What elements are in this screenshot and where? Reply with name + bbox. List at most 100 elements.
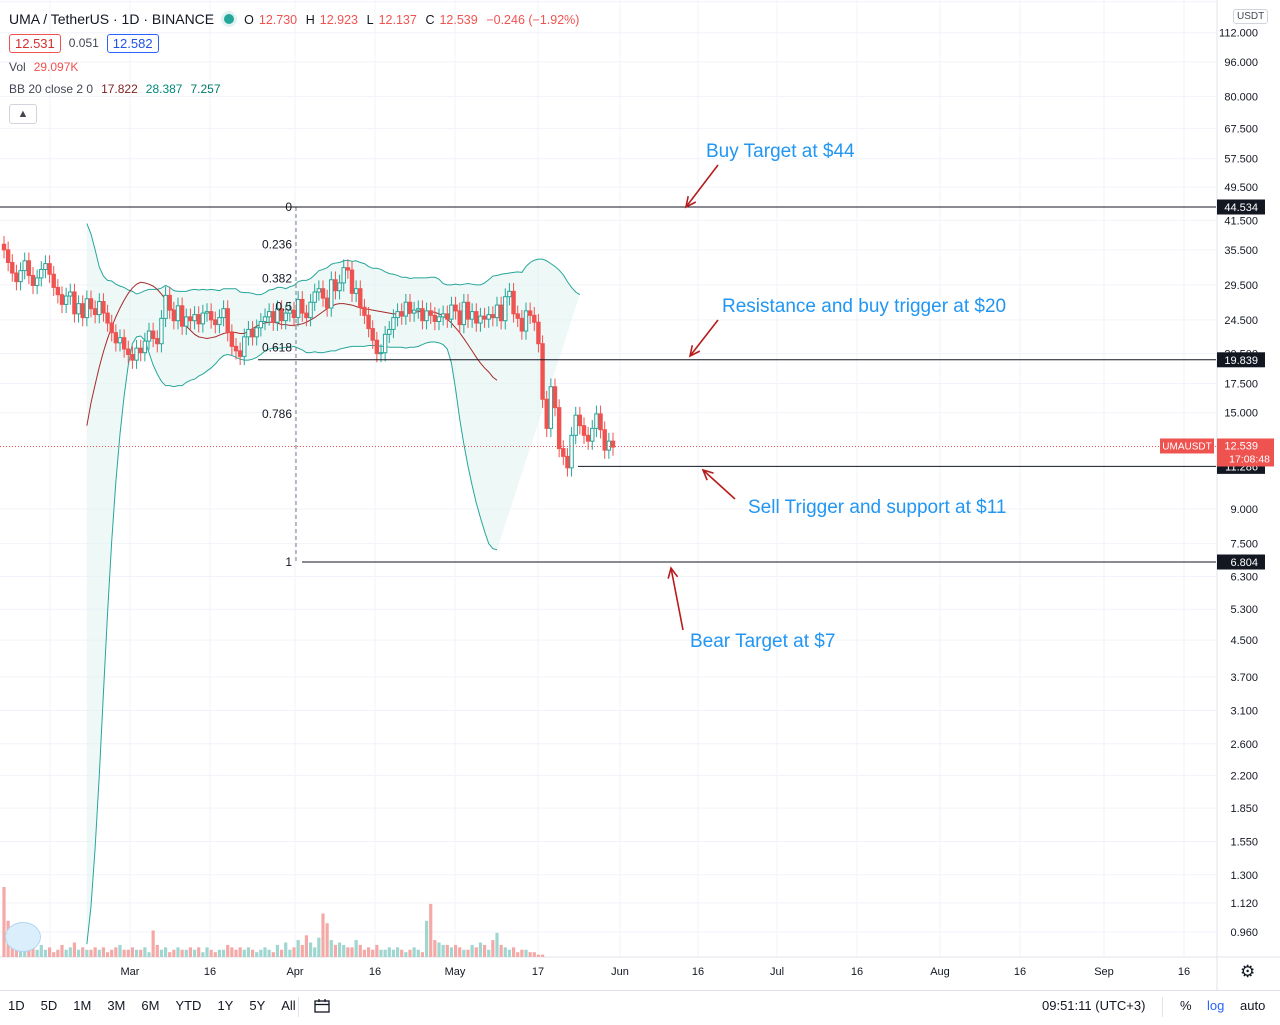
divider (298, 997, 299, 1017)
annotation-text[interactable]: Resistance and buy trigger at $20 (722, 296, 1006, 317)
tradingview-logo (5, 922, 41, 952)
percent-scale-toggle[interactable]: % (1180, 998, 1192, 1013)
annotation-text[interactable]: Buy Target at $44 (706, 141, 855, 162)
candle-body (72, 291, 77, 315)
range-button-6m[interactable]: 6M (141, 998, 160, 1013)
candle-body (320, 288, 326, 299)
symbol-title[interactable]: UMA / TetherUS · 1D · BINANCE (9, 11, 215, 27)
candle-body (295, 298, 301, 319)
candle-body (59, 294, 65, 305)
volume-bar (197, 947, 201, 957)
volume-bar (524, 949, 528, 957)
range-button-ytd[interactable]: YTD (175, 998, 202, 1013)
calendar-icon[interactable] (312, 997, 332, 1015)
clock-label[interactable]: 09:51:11 (UTC+3) (1042, 998, 1146, 1013)
price-axis-label: 6.300 (1230, 572, 1258, 584)
log-scale-toggle[interactable]: log (1207, 998, 1225, 1013)
gear-icon[interactable]: ⚙ (1240, 962, 1256, 981)
price-axis-label: 5.300 (1230, 604, 1258, 616)
range-button-all[interactable]: All (281, 998, 296, 1013)
candle-body (378, 352, 384, 355)
fib-level-label: 0.618 (262, 340, 292, 354)
volume-bar (2, 887, 6, 957)
volume-bar (383, 949, 387, 957)
volume-bar (184, 949, 188, 957)
time-axis-label: Sep (1094, 966, 1114, 978)
volume-bar (242, 949, 246, 957)
price-axis-label: 7.500 (1230, 539, 1258, 551)
volume-bar (64, 949, 68, 957)
arrowhead (684, 196, 697, 209)
time-axis-label: 17 (532, 966, 544, 978)
annotation-text[interactable]: Sell Trigger and support at $11 (748, 497, 1006, 518)
annotation-arrow[interactable] (702, 469, 736, 500)
volume-label[interactable]: Vol (9, 60, 26, 74)
bottom-toolbar: 1D 5D 1M 3M 6M YTD 1Y 5Y All 09:51:11 (UTC+3) % … (0, 990, 1280, 1025)
range-button-5d[interactable]: 5D (40, 998, 58, 1013)
time-axis-label: 16 (1014, 966, 1026, 978)
auto-scale-toggle[interactable]: auto (1240, 998, 1266, 1013)
volume-bar (288, 949, 292, 957)
candle-body (503, 296, 508, 322)
volume-bar (155, 944, 159, 957)
fib-level-label: 0.5 (275, 300, 292, 314)
candle-body (602, 429, 607, 451)
sell-price-button[interactable]: 12.531 (9, 33, 61, 53)
currency-badge[interactable]: USDT (1233, 9, 1269, 24)
volume-bar (391, 949, 396, 957)
price-axis-label: 57.500 (1224, 154, 1258, 166)
volume-bar (284, 942, 288, 957)
candle-body (262, 316, 268, 322)
candle-body (291, 309, 297, 319)
candle-body (532, 314, 537, 323)
candle-body (126, 348, 131, 356)
annotation-arrow[interactable] (685, 164, 719, 208)
range-button-1y[interactable]: 1Y (217, 998, 234, 1013)
volume-bar (433, 940, 437, 957)
time-axis-label: 16 (369, 966, 381, 978)
collapse-legend-button[interactable]: ▲ (9, 104, 37, 124)
candle-body (341, 267, 346, 284)
candle-body (208, 311, 214, 321)
volume-bar (130, 947, 135, 957)
price-chart[interactable]: 112.000 96.000 80.000 67.500 57.500 49.500 41.… (0, 0, 1280, 990)
candle-body (561, 448, 566, 457)
volume-bar (449, 947, 454, 957)
volume-bar (371, 949, 375, 957)
candle-body (192, 314, 197, 322)
range-button-3m[interactable]: 3M (107, 998, 126, 1013)
price-axis-label: 0.960 (1230, 927, 1258, 939)
price-axis-label: 17.500 (1224, 378, 1258, 390)
volume-bar (151, 930, 155, 957)
range-button-1d[interactable]: 1D (8, 998, 25, 1013)
volume-bar (350, 947, 354, 957)
buy-price-button[interactable]: 12.582 (106, 33, 159, 53)
candle-body (271, 311, 276, 323)
candle-body (552, 386, 558, 409)
volume-bar (52, 952, 56, 957)
annotation-arrow[interactable] (689, 319, 719, 357)
volume-bar (68, 947, 72, 957)
candle-body (105, 312, 110, 324)
volume-bar (408, 949, 412, 957)
price-axis-label: 80.000 (1224, 91, 1258, 103)
range-selector: 1D 5D 1M 3M 6M YTD 1Y 5Y All (8, 998, 312, 1013)
bb-label[interactable]: BB 20 close 2 0 (9, 82, 94, 96)
candle-body (1, 243, 7, 251)
range-button-1m[interactable]: 1M (73, 998, 92, 1013)
range-button-5y[interactable]: 5Y (249, 998, 266, 1013)
candle-body (544, 398, 549, 429)
price-axis-label: 3.700 (1230, 672, 1258, 684)
volume-bar (259, 949, 263, 957)
candle-body (221, 308, 226, 319)
candle-body (399, 311, 404, 317)
volume-bar (122, 949, 126, 957)
annotation-arrow[interactable] (670, 567, 684, 631)
time-axis-label: Jun (611, 966, 629, 978)
candle-body (511, 290, 516, 315)
candle-body (353, 288, 359, 294)
candle-body (39, 268, 44, 279)
annotation-text[interactable]: Bear Target at $7 (690, 631, 835, 652)
price-axis-label: 96.000 (1224, 57, 1258, 69)
volume-bar (503, 947, 507, 957)
